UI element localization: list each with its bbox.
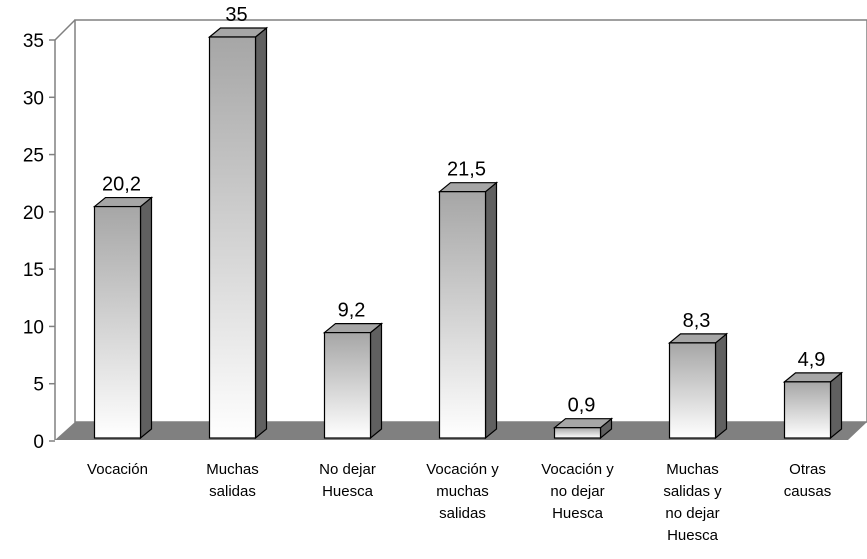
y-tick-label: 30 xyxy=(23,88,44,109)
value-label: 8,3 xyxy=(683,310,711,332)
bar xyxy=(437,181,499,440)
value-label: 21,5 xyxy=(447,159,486,181)
x-tick-label: Vocación xyxy=(87,461,148,478)
bar xyxy=(322,322,384,440)
y-tick-label: 10 xyxy=(23,317,44,338)
bar-front xyxy=(208,36,257,439)
y-tick-label: 35 xyxy=(23,31,44,52)
bar-side xyxy=(369,322,383,440)
x-tick-label: No dejar Huesca xyxy=(319,461,376,500)
x-tick-label: Muchas salidas y no dejar Huesca xyxy=(663,461,722,544)
y-tick-label: 15 xyxy=(23,260,44,281)
value-label: 4,9 xyxy=(798,349,826,371)
y-tick-label: 0 xyxy=(33,432,44,453)
value-label: 35 xyxy=(225,4,247,26)
y-tick-label: 25 xyxy=(23,146,44,167)
bar-front xyxy=(93,205,142,439)
x-tick-label: Otras causas xyxy=(784,461,832,500)
value-label: 20,2 xyxy=(102,174,141,196)
bar-side xyxy=(484,181,498,440)
bar-top xyxy=(207,27,269,38)
x-tick-label: Vocación y no dejar Huesca xyxy=(541,461,614,522)
bar-top xyxy=(322,322,384,334)
value-label: 9,2 xyxy=(338,300,366,322)
bar-top xyxy=(782,372,844,383)
bar-front xyxy=(323,331,372,439)
bar xyxy=(92,196,154,440)
bar-side xyxy=(714,332,728,440)
bar-front xyxy=(783,381,832,439)
bar-top xyxy=(92,196,154,208)
bar-side xyxy=(829,371,843,440)
value-label: 0,9 xyxy=(568,395,596,417)
y-tick-label: 5 xyxy=(33,375,44,396)
x-tick-label: Muchas salidas xyxy=(206,461,259,500)
bar-side xyxy=(254,26,268,440)
y-tick-label: 20 xyxy=(23,203,44,224)
axis-depth xyxy=(54,19,76,41)
bar-top xyxy=(437,182,499,193)
bar-front xyxy=(553,427,602,439)
bar xyxy=(207,26,269,440)
bar-front xyxy=(668,342,717,439)
bar xyxy=(552,417,614,440)
bar-top xyxy=(552,418,614,429)
bar-front xyxy=(438,191,487,439)
bar-side xyxy=(139,196,153,440)
bar xyxy=(782,371,844,440)
x-tick-label: Vocación y muchas salidas xyxy=(426,461,499,522)
bar xyxy=(667,332,729,440)
bar-top xyxy=(667,333,729,344)
